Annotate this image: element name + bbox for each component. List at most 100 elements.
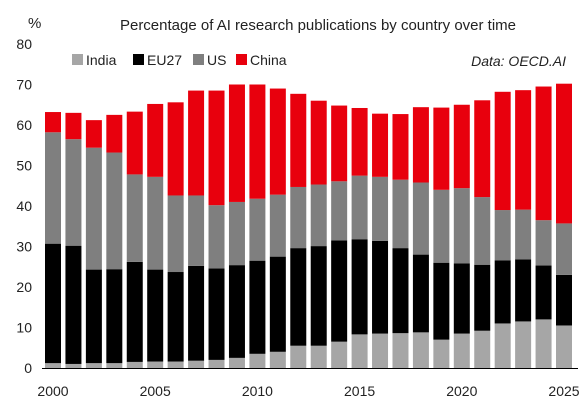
bar-segment-us-2019: [433, 189, 450, 263]
bar-segment-india-2014: [331, 341, 348, 368]
bar-segment-us-2000: [45, 132, 61, 244]
bar-segment-china-2020: [453, 104, 470, 189]
legend-swatch: [193, 54, 204, 65]
bar-segment-eu27-2008: [208, 268, 225, 360]
legend-label: India: [86, 52, 117, 68]
bar-segment-china-2001: [65, 112, 82, 140]
bar-segment-china-2011: [269, 88, 286, 195]
legend: India EU27 US China: [72, 52, 287, 68]
bar-segment-india-2006: [167, 361, 184, 368]
bar-segment-us-2016: [372, 176, 389, 241]
x-axis: 2000 2005 2010 2015 2020 2025: [37, 368, 580, 399]
legend-label: EU27: [147, 52, 182, 68]
bar-segment-china-2007: [188, 90, 205, 196]
bar-segment-china-2015: [351, 107, 368, 176]
bar-segment-india-2008: [208, 359, 225, 368]
bar-segment-us-2014: [331, 181, 348, 241]
bar-segment-china-2023: [515, 90, 532, 210]
bar-segment-india-2004: [126, 361, 143, 368]
y-tick-label: 30: [16, 239, 32, 255]
y-tick-label: 0: [24, 360, 32, 376]
bar-segment-india-2016: [372, 333, 389, 368]
bar-segment-china-2005: [147, 103, 164, 177]
bar-segment-us-2022: [494, 210, 511, 261]
bar-segment-china-2019: [433, 107, 450, 190]
bar-segment-india-2018: [412, 332, 429, 368]
bar-segment-us-2018: [412, 182, 429, 255]
bar-stack-group: [45, 83, 572, 368]
bar-segment-china-2017: [392, 114, 409, 180]
legend-item-india: India: [72, 52, 117, 68]
bar-segment-china-2018: [412, 107, 429, 183]
bar-segment-eu27-2022: [494, 260, 511, 324]
bar-segment-eu27-2000: [45, 243, 61, 364]
bar-segment-eu27-2006: [167, 272, 184, 362]
bar-segment-india-2017: [392, 333, 409, 368]
bar-segment-us-2024: [535, 220, 552, 266]
x-tick-label: 2000: [37, 383, 68, 399]
x-tick-label: 2025: [548, 383, 579, 399]
bar-segment-eu27-2019: [433, 262, 450, 340]
bar-segment-china-2025: [556, 83, 572, 224]
bar-segment-china-2006: [167, 102, 184, 196]
bar-segment-china-2008: [208, 90, 225, 206]
bar-segment-india-2021: [474, 330, 491, 368]
bar-segment-india-2011: [269, 351, 286, 368]
y-tick-label: 50: [16, 158, 32, 174]
bar-segment-us-2012: [290, 186, 307, 249]
bar-segment-eu27-2012: [290, 248, 307, 346]
bar-segment-eu27-2025: [556, 274, 572, 326]
y-tick-label: 80: [16, 36, 32, 52]
bar-segment-india-2007: [188, 360, 205, 368]
bar-segment-india-2002: [85, 363, 102, 368]
chart-title: Percentage of AI research publications b…: [120, 17, 516, 34]
y-tick-label: 20: [16, 279, 32, 295]
bar-segment-eu27-2014: [331, 240, 348, 342]
bar-segment-us-2013: [310, 184, 327, 247]
bar-segment-us-2021: [474, 197, 491, 265]
x-tick-label: 2020: [446, 383, 477, 399]
bar-segment-china-2004: [126, 111, 143, 175]
bar-segment-india-2012: [290, 345, 307, 368]
bar-segment-us-2006: [167, 195, 184, 273]
y-tick-label: 70: [16, 77, 32, 93]
bar-segment-us-2007: [188, 195, 205, 266]
bar-segment-india-2003: [106, 363, 123, 368]
bar-segment-eu27-2020: [453, 263, 470, 334]
bar-segment-eu27-2007: [188, 265, 205, 361]
bar-segment-eu27-2017: [392, 248, 409, 334]
bar-segment-eu27-2011: [269, 256, 286, 352]
bar-segment-eu27-2016: [372, 240, 389, 334]
bar-segment-eu27-2002: [85, 269, 102, 364]
bar-segment-eu27-2018: [412, 254, 429, 333]
legend-label: US: [207, 52, 226, 68]
legend-item-eu27: EU27: [133, 52, 182, 68]
bar-segment-india-2013: [310, 345, 327, 368]
x-tick-label: 2010: [242, 383, 273, 399]
bar-segment-china-2014: [331, 105, 348, 182]
bar-segment-china-2024: [535, 86, 552, 221]
bar-segment-china-2012: [290, 93, 307, 187]
bar-segment-india-2020: [453, 333, 470, 368]
legend-item-us: US: [193, 52, 226, 68]
bar-segment-india-2009: [228, 357, 245, 368]
bar-segment-us-2011: [269, 194, 286, 257]
bar-segment-china-2002: [85, 120, 102, 148]
bar-segment-us-2003: [106, 152, 123, 270]
bar-segment-eu27-2001: [65, 245, 82, 364]
bar-segment-eu27-2024: [535, 265, 552, 320]
bar-segment-china-2003: [106, 114, 123, 153]
bar-segment-us-2025: [556, 223, 572, 275]
bar-segment-india-2022: [494, 323, 511, 368]
bar-segment-india-2005: [147, 361, 164, 368]
legend-swatch: [133, 54, 144, 65]
legend-swatch: [236, 54, 247, 65]
y-axis: 0 10 20 30 40 50 60 70 80: [16, 36, 32, 376]
bar-segment-us-2005: [147, 176, 164, 270]
legend-swatch: [72, 54, 83, 65]
bar-segment-us-2002: [85, 147, 102, 270]
bar-segment-india-2010: [249, 353, 266, 368]
bar-segment-us-2023: [515, 209, 532, 260]
